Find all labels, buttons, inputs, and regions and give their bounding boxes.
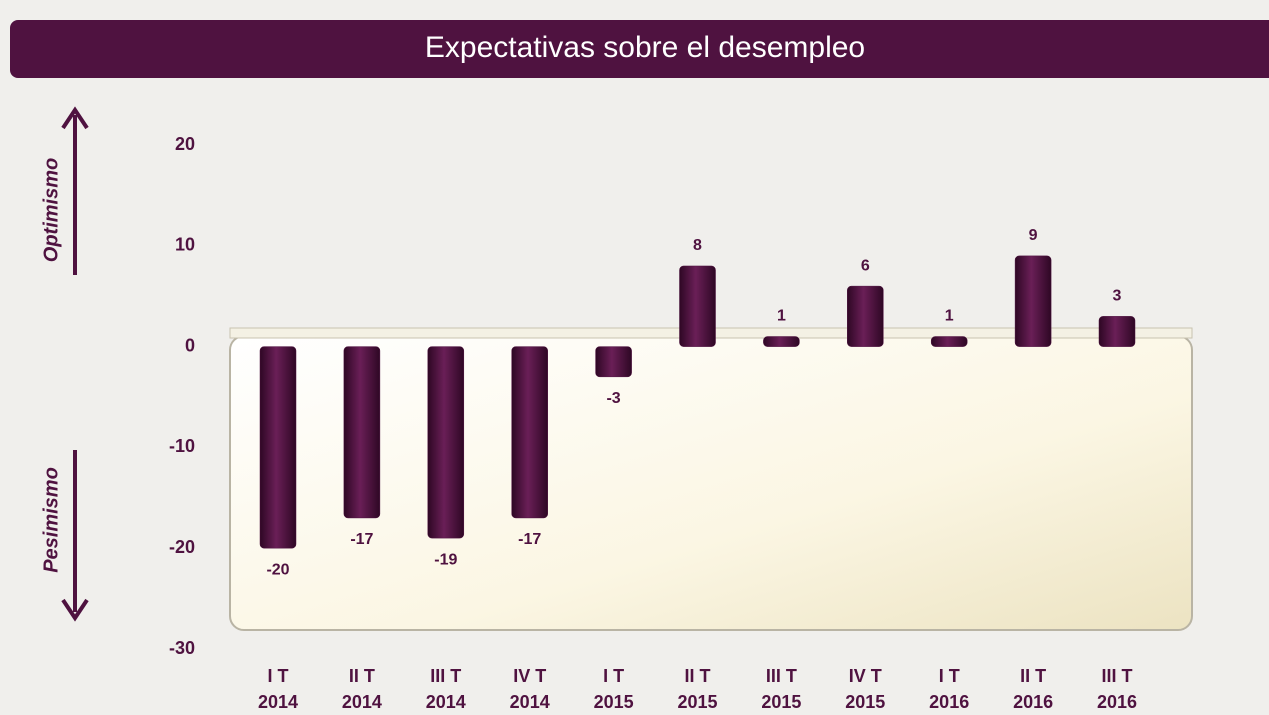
x-tick-label: 2014 [342, 692, 382, 712]
value-label: -19 [434, 551, 457, 568]
x-tick-label: III T [1102, 666, 1133, 686]
down-arrow-head [61, 598, 89, 622]
x-tick-label: II T [685, 666, 711, 686]
x-tick-label: II T [349, 666, 375, 686]
x-tick-label: IV T [849, 666, 882, 686]
x-tick-label: 2014 [426, 692, 466, 712]
value-label: 1 [777, 308, 786, 325]
x-tick-label: III T [766, 666, 797, 686]
x-tick-label: IV T [513, 666, 546, 686]
value-label: 3 [1113, 288, 1122, 305]
y-tick-label: -20 [169, 537, 195, 557]
x-tick-label: I T [268, 666, 289, 686]
title-banner [10, 20, 1269, 78]
x-tick-label: III T [430, 666, 461, 686]
value-label: 1 [945, 308, 954, 325]
x-tick-label: I T [939, 666, 960, 686]
value-label: 6 [861, 257, 870, 274]
value-label: -17 [518, 531, 541, 548]
pessimism-label: Pesimismo [40, 467, 62, 573]
bar [259, 346, 297, 549]
bar [595, 346, 632, 378]
optimism-label: Optimismo [40, 158, 62, 262]
x-tick-label: I T [603, 666, 624, 686]
value-label: -3 [606, 390, 620, 407]
bar [343, 346, 381, 519]
bar [1098, 316, 1136, 347]
value-label: -17 [350, 531, 373, 548]
bar [511, 346, 548, 519]
bar [1014, 255, 1052, 347]
y-tick-label: 10 [175, 235, 195, 255]
y-tick-label: -30 [169, 638, 195, 658]
bar [427, 346, 465, 539]
x-tick-label: 2015 [845, 692, 885, 712]
value-label: -20 [266, 561, 289, 578]
bar [763, 336, 800, 347]
up-arrow-head [61, 106, 89, 130]
y-tick-label: -10 [169, 436, 195, 456]
x-tick-label: 2015 [761, 692, 801, 712]
x-tick-label: 2014 [258, 692, 298, 712]
x-tick-label: 2014 [510, 692, 550, 712]
x-tick-label: 2016 [1097, 692, 1137, 712]
y-tick-label: 20 [175, 134, 195, 154]
bar [679, 265, 716, 347]
x-tick-label: 2015 [677, 692, 717, 712]
chart-title: Expectativas sobre el desempleo [425, 31, 865, 64]
y-tick-label: 0 [185, 335, 195, 355]
x-tick-label: 2015 [594, 692, 634, 712]
x-tick-label: 2016 [929, 692, 969, 712]
value-label: 9 [1029, 227, 1038, 244]
bar [847, 285, 884, 347]
value-label: 8 [693, 237, 702, 254]
x-tick-label: 2016 [1013, 692, 1053, 712]
bar [930, 336, 968, 347]
x-tick-label: II T [1020, 666, 1046, 686]
